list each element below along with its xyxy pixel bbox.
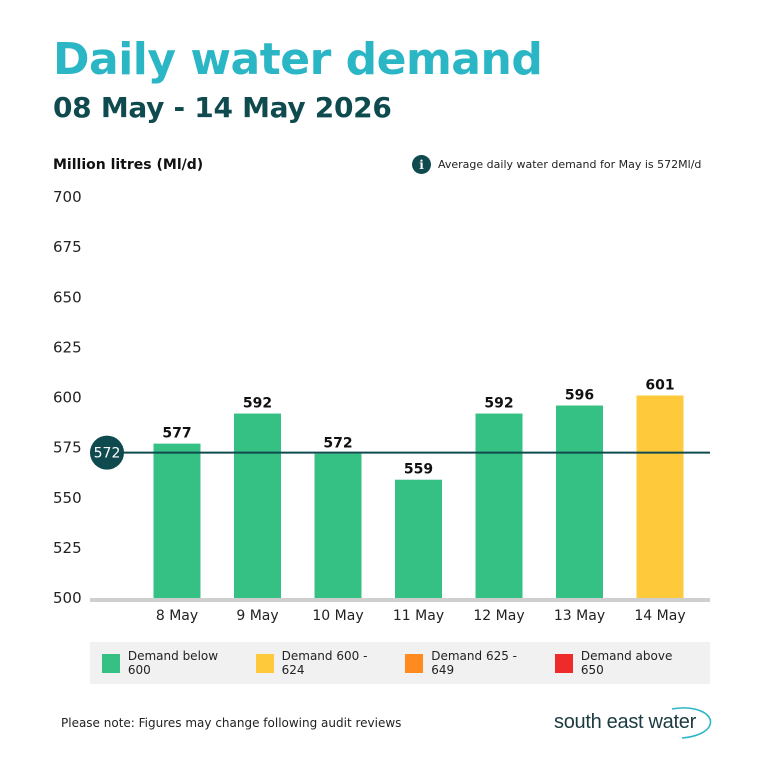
footer-note: Please note: Figures may change followin… xyxy=(61,716,402,730)
data-label: 592 xyxy=(243,396,272,412)
chart-title: Daily water demand xyxy=(53,34,543,85)
bar xyxy=(153,443,201,598)
bar xyxy=(475,413,523,598)
bar-chart: 700 675 650 625 600 575 550 525 500 577 8 May 592 9 … xyxy=(53,188,710,624)
bar xyxy=(636,395,684,598)
legend-label: Demand above 650 xyxy=(580,649,673,677)
legend: Demand below 600 Demand 600 - 624 Demand 6… xyxy=(90,642,710,684)
y-tick-label: 500 xyxy=(53,589,82,607)
bar xyxy=(556,405,603,598)
y-tick-label: 600 xyxy=(53,389,82,407)
average-marker xyxy=(90,435,124,470)
y-axis-label: Million litres (Ml/d) xyxy=(53,157,204,173)
legend-swatch xyxy=(405,653,424,673)
legend-item: Demand 600 - 624 xyxy=(255,649,388,677)
x-tick-label: 14 May xyxy=(634,608,685,624)
logo-swoosh-icon xyxy=(671,707,712,739)
data-label: 559 xyxy=(404,462,433,478)
data-label: 596 xyxy=(565,388,594,404)
y-tick-label: 625 xyxy=(53,338,82,356)
average-note: i Average daily water demand for May is … xyxy=(412,155,701,174)
info-icon: i xyxy=(412,155,431,174)
x-tick-label: 8 May xyxy=(156,608,198,624)
y-tick-label: 550 xyxy=(53,489,82,507)
legend-item: Demand below 600 xyxy=(102,649,238,677)
x-tick-label: 13 May xyxy=(554,608,605,624)
legend-swatch xyxy=(255,653,274,673)
legend-item: Demand above 650 xyxy=(554,649,692,677)
y-tick-label: 675 xyxy=(53,238,82,256)
x-tick-label: 10 May xyxy=(312,608,363,624)
data-label: 592 xyxy=(484,396,513,412)
legend-swatch xyxy=(554,653,573,673)
bar xyxy=(234,413,281,598)
x-axis-baseline xyxy=(90,598,710,602)
x-tick-label: 11 May xyxy=(393,608,444,624)
y-tick-label: 650 xyxy=(53,288,82,306)
data-label: 577 xyxy=(162,426,191,442)
chart-subtitle: 08 May - 14 May 2026 xyxy=(53,91,392,124)
data-label: 572 xyxy=(323,436,352,452)
legend-label: Demand 625 - 649 xyxy=(431,649,517,677)
y-tick-label: 525 xyxy=(53,539,82,557)
legend-swatch xyxy=(102,653,120,673)
data-label: 601 xyxy=(645,377,674,393)
logo-text: south east water xyxy=(554,711,696,733)
average-note-text: Average daily water demand for May is 57… xyxy=(438,158,702,171)
y-tick-label: 700 xyxy=(53,188,82,206)
x-tick-label: 12 May xyxy=(473,608,524,624)
y-tick-label: 575 xyxy=(53,439,82,457)
bar xyxy=(395,479,442,598)
average-marker-label: 572 xyxy=(94,446,121,462)
bar xyxy=(314,453,362,598)
legend-item: Demand 625 - 649 xyxy=(405,649,537,677)
x-tick-label: 9 May xyxy=(236,608,278,624)
south-east-water-logo: south east water xyxy=(554,703,714,743)
legend-label: Demand 600 - 624 xyxy=(281,649,368,677)
legend-label: Demand below 600 xyxy=(127,649,219,677)
